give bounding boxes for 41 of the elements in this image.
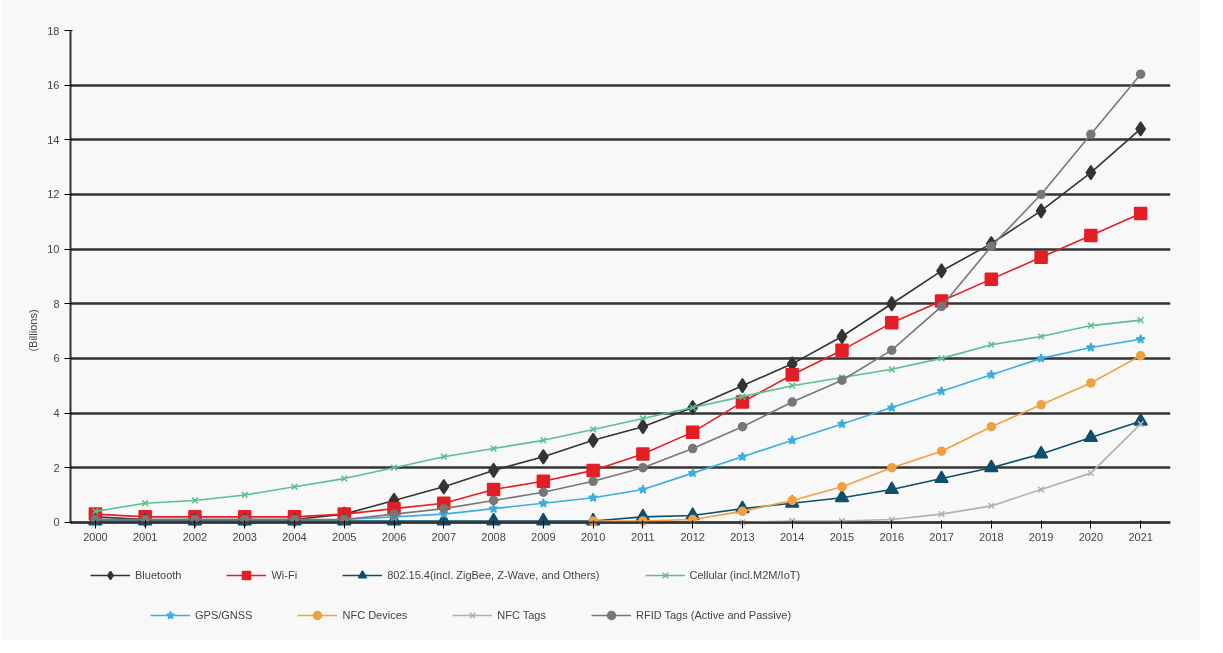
x-tick-label: 2003	[232, 531, 257, 544]
legend-label: GPS/GNSS	[195, 609, 253, 621]
x-tick-label: 2012	[680, 531, 705, 544]
x-tick-label: 2005	[332, 531, 357, 544]
x-tick-label: 2019	[1028, 531, 1054, 544]
legend-label: Cellular (incl.M2M/IoT)	[689, 569, 801, 581]
y-axis-title: (Billions)	[27, 309, 40, 352]
x-tick-label: 2020	[1078, 531, 1104, 544]
x-tick-label: 2000	[83, 531, 108, 544]
x-tick-label: 2002	[182, 531, 208, 544]
x-tick-label: 2006	[381, 531, 407, 544]
legend-label: Bluetooth	[135, 569, 182, 581]
y-tick-label: 0	[53, 516, 60, 529]
x-tick-label: 2018	[979, 531, 1004, 544]
x-tick-label: 2017	[929, 531, 954, 544]
legend-label: NFC Tags	[497, 609, 546, 621]
legend-label: 802.15.4(incl. ZigBee, Z-Wave, and Others)	[387, 569, 600, 581]
legend-label: RFID Tags (Active and Passive)	[635, 609, 792, 621]
x-tick-label: 2008	[481, 531, 506, 544]
y-tick-label: 6	[53, 352, 60, 365]
x-tick-label: 2001	[132, 531, 158, 544]
x-tick-label: 2011	[631, 531, 655, 544]
x-tick-label: 2014	[779, 531, 805, 544]
y-tick-label: 8	[53, 297, 60, 310]
y-tick-label: 16	[47, 79, 60, 92]
y-tick-label: 14	[47, 133, 60, 146]
y-tick-label: 12	[47, 188, 60, 201]
x-tick-label: 2009	[531, 531, 556, 544]
x-tick-label: 2016	[879, 531, 905, 544]
y-tick-label: 18	[47, 24, 60, 37]
legend-label: Wi-Fi	[271, 569, 298, 581]
x-tick-label: 2004	[282, 531, 307, 544]
x-tick-label: 2015	[829, 531, 855, 544]
x-tick-label: 2021	[1128, 531, 1153, 544]
legend-label: NFC Devices	[342, 609, 408, 621]
x-tick-label: 2007	[431, 531, 457, 544]
y-tick-label: 4	[53, 407, 60, 420]
x-tick-label: 2010	[580, 531, 606, 544]
y-tick-label: 10	[47, 243, 60, 256]
x-tick-label: 2013	[730, 531, 755, 544]
y-tick-label: 2	[53, 461, 60, 474]
